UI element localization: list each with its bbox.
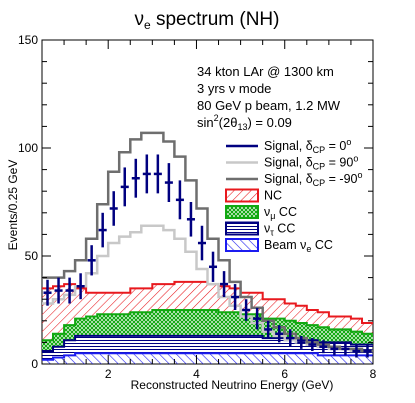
legend-swatch-nc [225, 188, 259, 203]
x-tick-label: 2 [105, 367, 112, 381]
info-run: 3 yrs ν mode [197, 81, 271, 96]
nc-band [42, 281, 373, 341]
legend-label-signal90: Signal, δCP = 90o [264, 154, 358, 172]
y-tick-label: 100 [18, 141, 38, 155]
x-tick-label: 6 [281, 367, 288, 381]
y-tick-label: 150 [18, 33, 38, 47]
info-theta13: sin2(2θ13) = 0.09 [197, 113, 292, 132]
info-detector: 34 kton LAr @ 1300 km [197, 64, 334, 79]
x-tick-label: 4 [193, 367, 200, 381]
legend-label-nc: NC [264, 189, 282, 203]
signal-cp-minus90-line [42, 131, 373, 353]
x-tick-label: 8 [370, 367, 377, 381]
y-tick-label: 0 [31, 357, 38, 371]
y-axis-label: Events/0.25 GeV [6, 160, 20, 251]
legend-label-signalm90: Signal, δCP = -90o [264, 170, 363, 188]
axis-ticks: 2 4 6 8 0 50 100 150 [18, 33, 377, 381]
signal-data-points [43, 154, 372, 358]
signal-curves [42, 131, 373, 353]
legend-label-beam: Beam νe CC [264, 238, 333, 254]
legend-label-signal0: Signal, δCP = 0o [264, 137, 351, 155]
x-axis-label: Reconstructed Neutrino Energy (GeV) [131, 378, 334, 392]
info-beam: 80 GeV p beam, 1.2 MW [197, 98, 341, 113]
info-text: 34 kton LAr @ 1300 km 3 yrs ν mode 80 Ge… [197, 64, 341, 132]
chart-title: νe spectrum (NH) [135, 9, 280, 32]
legend-swatch-beam [225, 238, 259, 252]
legend-label-nutau: ντ CC [264, 222, 295, 238]
legend-label-numu: νμ CC [264, 205, 297, 221]
beam-nue-cc-band [42, 353, 373, 364]
numu-cc-edge [42, 309, 373, 342]
legend-swatch-numu [225, 205, 259, 219]
signal-cp-90-line [42, 224, 373, 353]
numu-cc-band [42, 310, 373, 351]
y-tick-label: 50 [25, 249, 39, 263]
legend-swatch-nutau [225, 221, 259, 236]
beam-nue-cc-edge [42, 352, 373, 361]
